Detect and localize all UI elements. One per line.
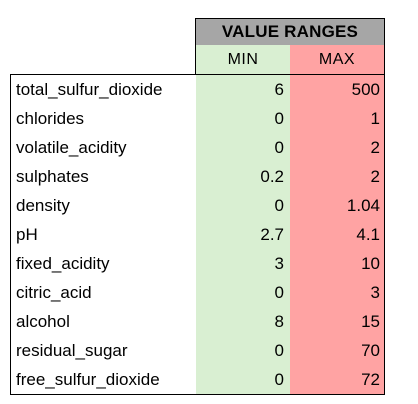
min-value-cell: 8 (196, 307, 290, 336)
subheader-spacer (10, 45, 195, 74)
min-column-header: MIN (195, 45, 290, 74)
parameter-name-cell: chlorides (11, 104, 196, 133)
table-row: residual_sugar 0 70 (11, 336, 384, 365)
min-value-cell: 0.2 (196, 162, 290, 191)
max-value-cell: 3 (290, 278, 384, 307)
table-row: total_sulfur_dioxide 6 500 (11, 75, 384, 104)
parameter-name-cell: sulphates (11, 162, 196, 191)
min-value-cell: 0 (196, 365, 290, 394)
table-row: chlorides 0 1 (11, 104, 384, 133)
parameter-name-cell: alcohol (11, 307, 196, 336)
min-value-cell: 0 (196, 278, 290, 307)
value-ranges-title: VALUE RANGES (195, 18, 385, 46)
table-row: sulphates 0.2 2 (11, 162, 384, 191)
min-value-cell: 0 (196, 336, 290, 365)
min-value-cell: 2.7 (196, 220, 290, 249)
table-row: citric_acid 0 3 (11, 278, 384, 307)
table-row: free_sulfur_dioxide 0 72 (11, 365, 384, 394)
parameter-name-cell: volatile_acidity (11, 133, 196, 162)
max-value-cell: 70 (290, 336, 384, 365)
min-value-cell: 6 (196, 75, 290, 104)
header-spacer (10, 18, 195, 45)
max-value-cell: 15 (290, 307, 384, 336)
max-column-header: MAX (290, 45, 385, 74)
table-row: alcohol 8 15 (11, 307, 384, 336)
subheader-row: MIN MAX (10, 45, 385, 74)
table-row: fixed_acidity 3 10 (11, 249, 384, 278)
min-value-cell: 0 (196, 104, 290, 133)
max-value-cell: 2 (290, 162, 384, 191)
max-value-cell: 1.04 (290, 191, 384, 220)
max-value-cell: 10 (290, 249, 384, 278)
parameter-name-cell: fixed_acidity (11, 249, 196, 278)
min-value-cell: 0 (196, 133, 290, 162)
parameter-name-cell: residual_sugar (11, 336, 196, 365)
max-value-cell: 72 (290, 365, 384, 394)
value-ranges-sheet: VALUE RANGES MIN MAX total_sulfur_dioxid… (10, 18, 385, 395)
max-value-cell: 2 (290, 133, 384, 162)
parameter-name-cell: citric_acid (11, 278, 196, 307)
table-row: pH 2.7 4.1 (11, 220, 384, 249)
parameter-name-cell: free_sulfur_dioxide (11, 365, 196, 394)
max-value-cell: 500 (290, 75, 384, 104)
parameter-name-cell: density (11, 191, 196, 220)
table-row: volatile_acidity 0 2 (11, 133, 384, 162)
title-row: VALUE RANGES (10, 18, 385, 46)
table-row: density 0 1.04 (11, 191, 384, 220)
max-value-cell: 1 (290, 104, 384, 133)
data-table-body: total_sulfur_dioxide 6 500 chlorides 0 1 volat… (10, 74, 385, 395)
parameter-name-cell: pH (11, 220, 196, 249)
parameter-name-cell: total_sulfur_dioxide (11, 75, 196, 104)
min-value-cell: 0 (196, 191, 290, 220)
max-value-cell: 4.1 (290, 220, 384, 249)
min-value-cell: 3 (196, 249, 290, 278)
